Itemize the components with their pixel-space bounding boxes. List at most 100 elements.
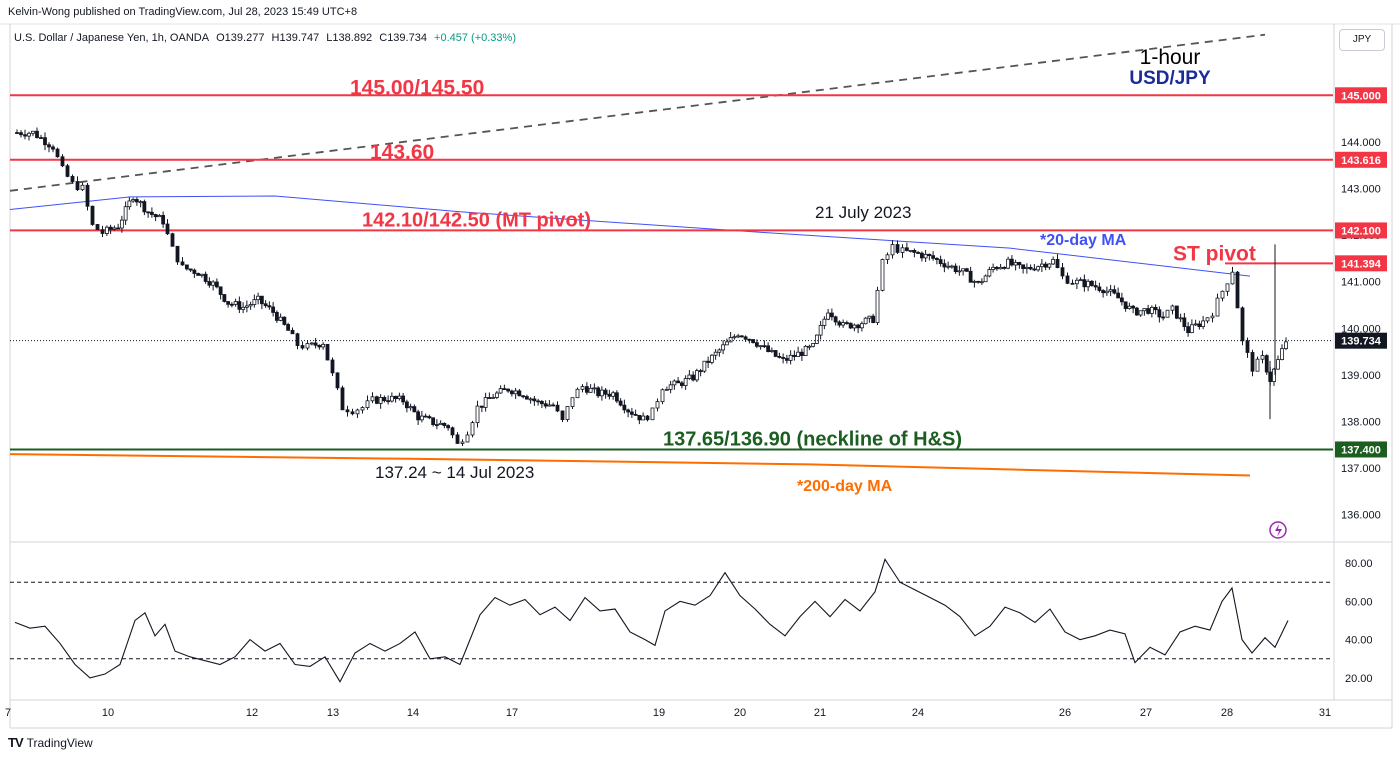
candle-body xyxy=(580,386,585,390)
candle-body xyxy=(818,324,823,336)
tradingview-footer[interactable]: TV TradingView xyxy=(8,735,93,750)
candle-body xyxy=(923,253,928,259)
candle-body xyxy=(532,398,537,402)
candle-body xyxy=(895,244,900,253)
candle-body xyxy=(655,401,660,409)
time-tick-label: 10 xyxy=(102,707,114,719)
price-tick-label: 137.000 xyxy=(1341,463,1381,475)
candle-body xyxy=(397,395,402,400)
candle-body xyxy=(927,253,932,257)
candle-body xyxy=(717,349,722,353)
candle-body xyxy=(313,342,318,346)
candle-body xyxy=(321,343,326,348)
candle-body xyxy=(1174,305,1179,319)
candle-body xyxy=(570,397,575,407)
symbol-legend: U.S. Dollar / Japanese Yen, 1h, OANDA O1… xyxy=(14,32,520,44)
candle-body xyxy=(108,226,113,230)
chart-frame xyxy=(0,23,1400,729)
candle-body xyxy=(614,392,619,402)
candle-body xyxy=(389,395,394,402)
candle-body xyxy=(953,265,958,273)
time-tick-label: 26 xyxy=(1059,707,1071,719)
tradingview-logo-icon: TV xyxy=(8,735,24,750)
candle-body xyxy=(702,360,707,372)
candle-body xyxy=(672,380,677,386)
candle-body xyxy=(222,294,227,302)
candle-body xyxy=(919,252,924,259)
candle-body xyxy=(599,389,604,397)
candle-body xyxy=(1250,352,1255,372)
candle-body xyxy=(386,400,391,403)
level-axis-label: 143.616 xyxy=(1341,155,1381,167)
candle-body xyxy=(1284,341,1288,350)
candle-body xyxy=(1264,355,1269,373)
candle-body xyxy=(1149,306,1154,314)
candle-body xyxy=(732,336,737,339)
candle-body xyxy=(1093,285,1098,288)
candle-body xyxy=(165,223,170,235)
level-axis-badge xyxy=(1335,255,1387,272)
candle-body xyxy=(1193,323,1198,326)
candle-body xyxy=(345,409,350,413)
candle-body xyxy=(295,333,300,346)
candle-body xyxy=(517,390,522,397)
candle-body xyxy=(180,261,185,266)
candle-body xyxy=(1178,317,1183,320)
candle-body xyxy=(27,132,31,137)
label-layer: 145.00/145.50 143.60 142.10/142.50 (MT piv… xyxy=(350,76,1287,539)
candle-body xyxy=(565,406,570,420)
candle-body xyxy=(90,205,95,225)
candle-body xyxy=(513,390,518,395)
candle-body xyxy=(728,337,733,343)
candle-body xyxy=(290,329,295,335)
candle-body xyxy=(964,268,969,272)
candle-body xyxy=(721,344,726,351)
candle-body xyxy=(70,176,75,182)
candle-body xyxy=(483,397,488,408)
time-tick-label: 13 xyxy=(327,707,339,719)
candle-body xyxy=(811,343,816,347)
candles xyxy=(15,127,1288,447)
candle-body xyxy=(1078,279,1083,282)
candle-body xyxy=(664,388,669,391)
candle-body xyxy=(547,404,552,407)
candle-body xyxy=(286,324,291,331)
time-tick-label: 31 xyxy=(1319,707,1331,719)
candle-body xyxy=(1089,280,1094,286)
candle-body xyxy=(39,137,43,139)
candle-body xyxy=(95,224,100,231)
candle-body xyxy=(803,345,808,356)
candle-body xyxy=(1116,292,1121,299)
candle-body xyxy=(618,400,623,406)
last-price-badge xyxy=(1335,332,1387,349)
candle-body xyxy=(781,357,786,359)
lightning-icon-ring xyxy=(1269,521,1287,539)
candle-body xyxy=(543,403,548,407)
candle-body xyxy=(1108,289,1113,292)
time-tick-label: 24 xyxy=(912,707,924,719)
candle-body xyxy=(679,382,684,386)
candle-body xyxy=(1201,320,1206,327)
candle-body xyxy=(611,392,616,397)
candle-body xyxy=(161,215,166,225)
currency-button[interactable]: JPY xyxy=(1339,29,1385,51)
candle-body xyxy=(203,273,208,282)
candle-body xyxy=(207,281,212,286)
time-tick-label: 12 xyxy=(246,707,258,719)
rsi-tick-label: 40.00 xyxy=(1345,635,1373,647)
candle-body xyxy=(1127,305,1132,309)
candle-body xyxy=(942,263,947,268)
candle-body xyxy=(80,184,85,191)
level-axis-badge xyxy=(1335,87,1387,104)
axis-layer: 136.000 137.000 138.000 139.000 140.000 141.0… xyxy=(5,87,1387,719)
candle-body xyxy=(687,374,692,379)
candle-body xyxy=(1060,267,1065,277)
candle-body xyxy=(968,270,973,283)
symbol-name[interactable]: U.S. Dollar / Japanese Yen, 1h, OANDA xyxy=(14,32,210,44)
candle-body xyxy=(736,335,741,338)
candle-body xyxy=(146,211,151,214)
candle-body xyxy=(626,409,631,413)
candle-body xyxy=(196,273,201,276)
candle-body xyxy=(528,398,533,401)
